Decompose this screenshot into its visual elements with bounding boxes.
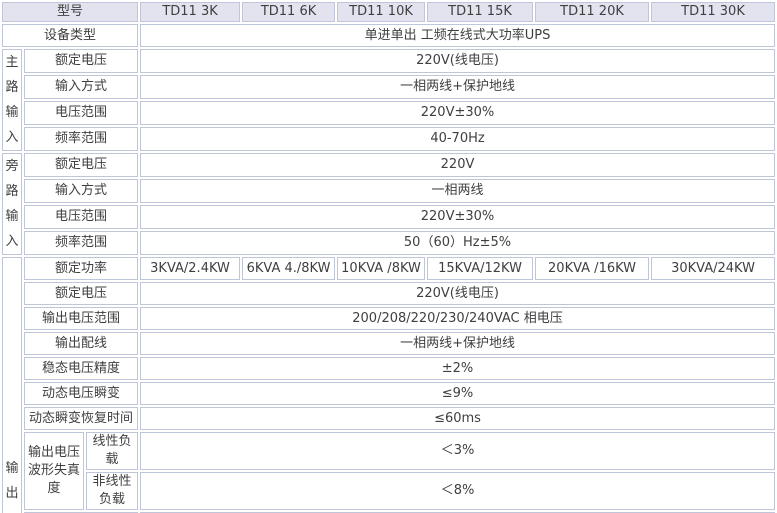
rated-power-10k: 10KVA /8KW (337, 257, 426, 280)
rated-power-3k: 3KVA/2.4KW (140, 257, 241, 280)
main-input-voltage-range-label: 电压范围 (24, 101, 139, 125)
output-rated-voltage-value: 220V(线电压) (140, 282, 775, 305)
main-input-rated-voltage-value: 220V(线电压) (140, 49, 775, 73)
linear-load-label: 线性负载 (86, 432, 139, 470)
bypass-rated-voltage-value: 220V (140, 153, 775, 177)
main-input-frequency-range-row: 频率范围 40-70Hz (2, 127, 775, 151)
steady-state-accuracy-label: 稳态电压精度 (24, 357, 139, 380)
device-type-label: 设备类型 (2, 24, 139, 47)
model-column-td11-3k: TD11 3K (140, 2, 241, 22)
main-input-wiring-row: 输入方式 一相两线+保护地线 (2, 75, 775, 99)
bypass-voltage-range-value: 220V±30% (140, 205, 775, 229)
model-column-td11-10k: TD11 10K (337, 2, 426, 22)
model-column-td11-30k: TD11 30K (651, 2, 775, 22)
dynamic-transient-label: 动态电压瞬变 (24, 382, 139, 405)
bypass-wiring-row: 输入方式 一相两线 (2, 179, 775, 203)
dynamic-transient-row: 动态电压瞬变 ≤9% (2, 382, 775, 405)
transient-recovery-label: 动态瞬变恢复时间 (24, 407, 139, 430)
steady-state-accuracy-value: ±2% (140, 357, 775, 380)
main-input-frequency-range-label: 频率范围 (24, 127, 139, 151)
dynamic-transient-value: ≤9% (140, 382, 775, 405)
bypass-rated-voltage-label: 额定电压 (24, 153, 139, 177)
output-rated-power-label: 额定功率 (24, 257, 139, 280)
device-type-value: 单进单出 工频在线式大功率UPS (140, 24, 775, 47)
output-wiring-label: 输出配线 (24, 332, 139, 355)
rated-power-30k: 30KVA/24KW (651, 257, 775, 280)
output-wiring-value: 一相两线+保护地线 (140, 332, 775, 355)
bypass-wiring-value: 一相两线 (140, 179, 775, 203)
output-voltage-range-value: 200/208/220/230/240VAC 相电压 (140, 307, 775, 330)
bypass-voltage-range-label: 电压范围 (24, 205, 139, 229)
output-voltage-range-label: 输出电压范围 (24, 307, 139, 330)
output-wiring-row: 输出配线 一相两线+保护地线 (2, 332, 775, 355)
waveform-distortion-label: 输出电压波形失真度 (24, 432, 84, 510)
device-type-row: 设备类型 单进单出 工频在线式大功率UPS (2, 24, 775, 47)
bypass-frequency-range-label: 频率范围 (24, 231, 139, 255)
output-rated-voltage-row: 额定电压 220V(线电压) (2, 282, 775, 305)
main-input-rated-voltage-label: 额定电压 (24, 49, 139, 73)
output-rated-voltage-label: 额定电压 (24, 282, 139, 305)
rated-power-6k: 6KVA 4./8KW (242, 257, 336, 280)
bypass-input-group-label: 旁路输入 (2, 153, 22, 255)
model-column-td11-15k: TD11 15K (427, 2, 534, 22)
main-input-frequency-range-value: 40-70Hz (140, 127, 775, 151)
output-voltage-range-row: 输出电压范围 200/208/220/230/240VAC 相电压 (2, 307, 775, 330)
bypass-frequency-range-row: 频率范围 50（60）Hz±5% (2, 231, 775, 255)
nonlinear-load-label: 非线性负载 (86, 472, 139, 510)
transient-recovery-value: ≤60ms (140, 407, 775, 430)
model-column-td11-20k: TD11 20K (535, 2, 650, 22)
rated-power-20k: 20KVA /16KW (535, 257, 650, 280)
output-rated-power-row: 输出 额定功率 3KVA/2.4KW 6KVA 4./8KW 10KVA /8K… (2, 257, 775, 513)
steady-state-accuracy-row: 稳态电压精度 ±2% (2, 357, 775, 380)
model-header-label: 型号 (2, 2, 139, 22)
linear-load-value: ＜3% (140, 432, 775, 470)
model-column-td11-6k: TD11 6K (242, 2, 336, 22)
distortion-nonlinear-row: 非线性负载 ＜8% (2, 472, 775, 510)
output-group-label: 输出 (2, 257, 22, 513)
main-input-wiring-value: 一相两线+保护地线 (140, 75, 775, 99)
nonlinear-load-value: ＜8% (140, 472, 775, 510)
bypass-frequency-range-value: 50（60）Hz±5% (140, 231, 775, 255)
rated-power-15k: 15KVA/12KW (427, 257, 534, 280)
distortion-linear-row: 输出电压波形失真度 线性负载 ＜3% (2, 432, 775, 510)
main-input-voltage-range-value: 220V±30% (140, 101, 775, 125)
main-input-group-label: 主路输入 (2, 49, 22, 151)
main-input-wiring-label: 输入方式 (24, 75, 139, 99)
bypass-rated-voltage-row: 旁路输入 额定电压 220V (2, 153, 775, 255)
transient-recovery-row: 动态瞬变恢复时间 ≤60ms (2, 407, 775, 430)
main-input-rated-voltage-row: 主路输入 额定电压 220V(线电压) (2, 49, 775, 151)
model-header-row: 型号 TD11 3K TD11 6K TD11 10K TD11 15K TD1… (2, 2, 775, 22)
bypass-wiring-label: 输入方式 (24, 179, 139, 203)
main-input-voltage-range-row: 电压范围 220V±30% (2, 101, 775, 125)
bypass-voltage-range-row: 电压范围 220V±30% (2, 205, 775, 229)
